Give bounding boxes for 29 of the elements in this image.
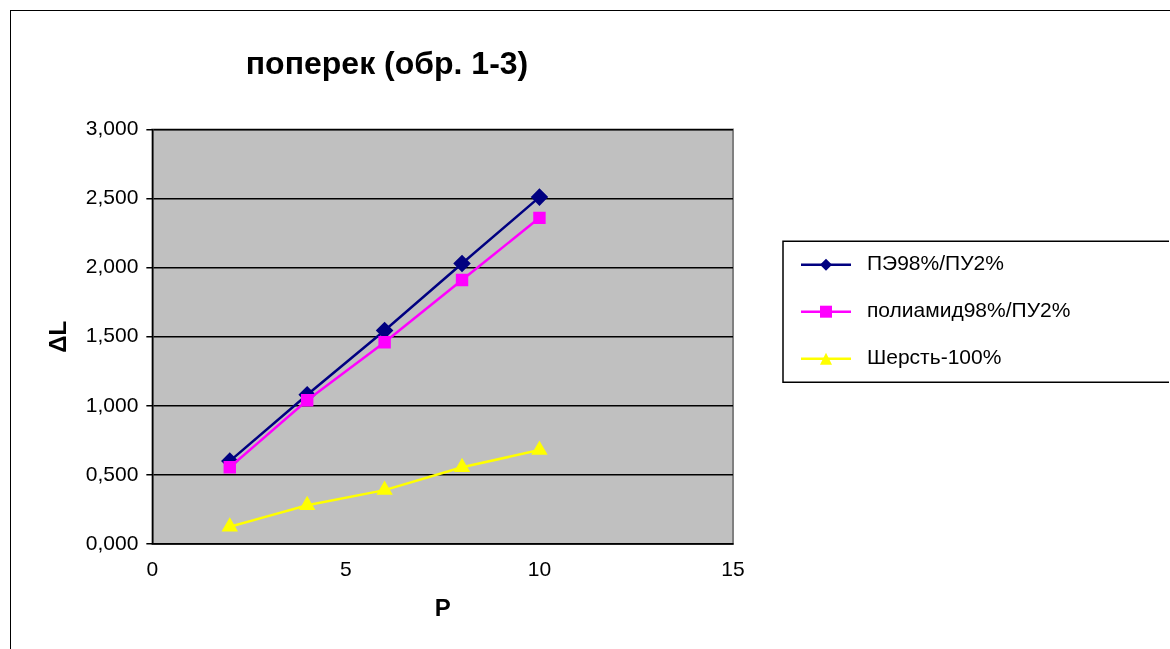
- legend-label: Шерсть-100%: [867, 345, 1002, 369]
- y-tick-label: 0,000: [85, 530, 139, 554]
- point: [532, 441, 547, 455]
- y-tick-label: 2,000: [85, 254, 139, 278]
- x-tick-label: 10: [527, 557, 552, 581]
- y-tick-label: 1,000: [85, 392, 139, 416]
- x-tick-label: 0: [146, 557, 159, 581]
- y-tick-label: 0,500: [85, 461, 139, 485]
- y-tick-label: 1,500: [85, 323, 139, 347]
- point: [222, 518, 238, 532]
- point: [299, 497, 315, 511]
- legend-label: полиамид98%/ПУ2%: [867, 298, 1071, 322]
- x-tick-label: 5: [340, 557, 352, 581]
- point: [533, 211, 546, 225]
- x-tick-label: 15: [721, 557, 745, 581]
- point: [531, 188, 548, 206]
- chart-title: поперек (обр. 1-3): [245, 45, 529, 82]
- y-tick-label: 3,000: [85, 116, 139, 140]
- point: [377, 481, 392, 495]
- point: [300, 394, 314, 407]
- x-axis-title: P: [434, 594, 451, 622]
- point: [378, 336, 391, 349]
- point: [454, 459, 470, 473]
- point: [223, 461, 236, 474]
- point: [455, 273, 469, 287]
- point: [453, 255, 471, 272]
- legend-label: ПЭ98%/ПУ2%: [867, 251, 1004, 275]
- y-tick-label: 2,500: [85, 185, 139, 209]
- y-axis-title: ΔL: [44, 320, 72, 353]
